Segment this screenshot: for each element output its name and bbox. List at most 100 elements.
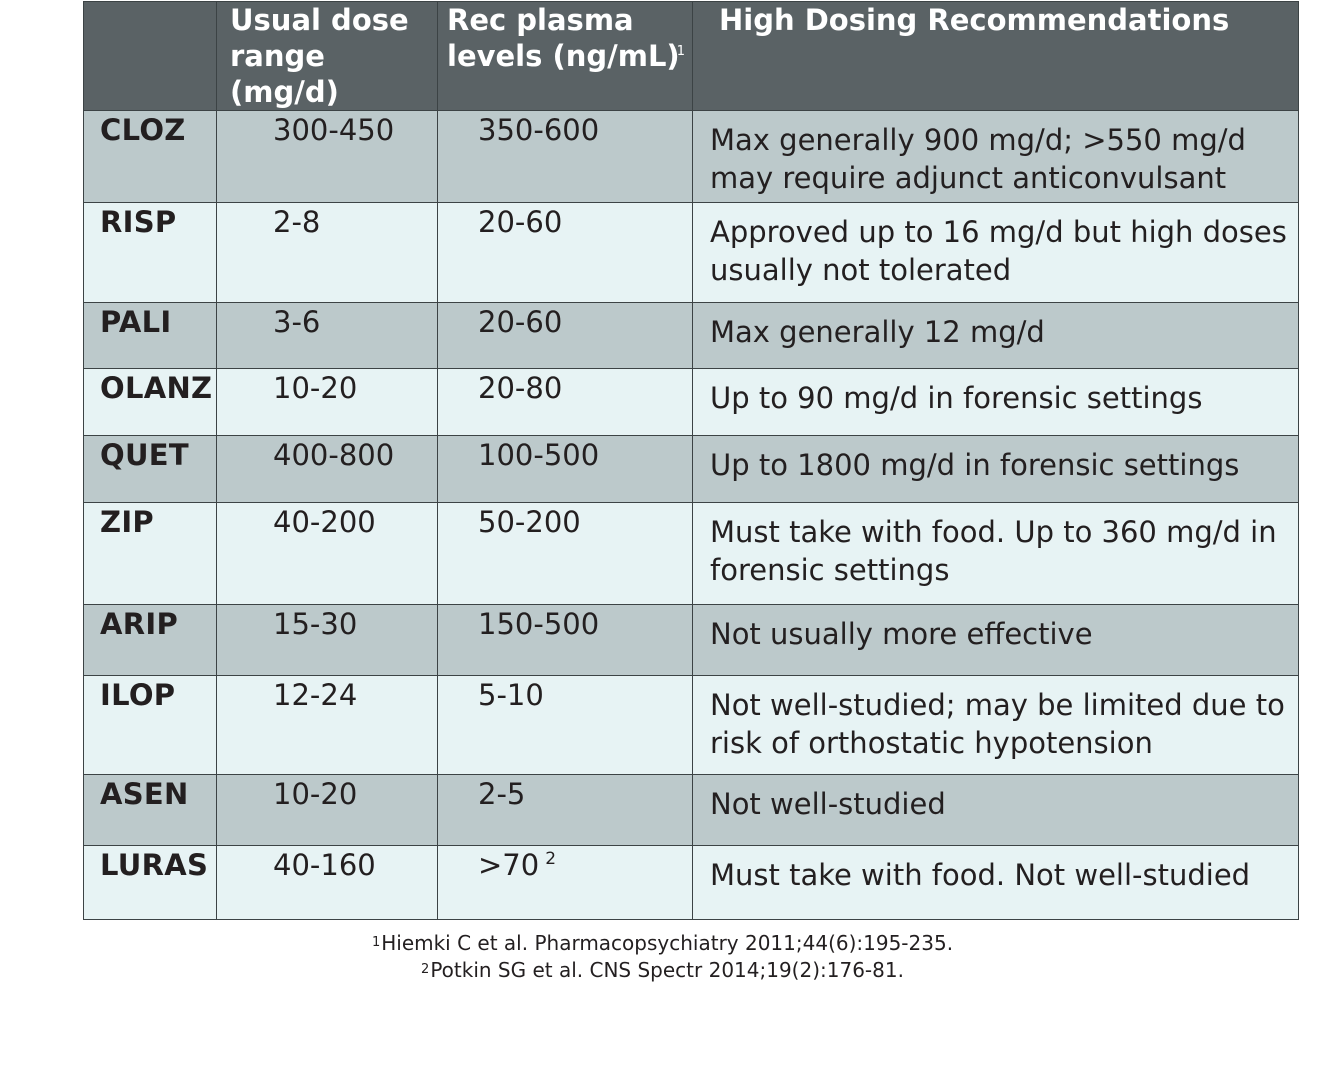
plasma-level-cell: 5-10 [437,675,693,775]
usual-dose-cell: 2-8 [216,202,438,303]
drug-name-cell-text: ARIP [100,607,179,641]
usual-dose-cell-text: 10-20 [273,371,358,405]
plasma-level-cell-text: 20-80 [478,371,563,405]
drug-name-cell-text: OLANZ [100,371,213,405]
drug-name-cell-text: ILOP [100,678,176,712]
table-header-row: Usual dose range (mg/d) Rec plasma level… [83,1,1299,111]
recommendation-cell-text: Not well-studied [710,787,946,821]
drug-name-cell: RISP [83,202,217,303]
plasma-level-cell: 2-5 [437,774,693,846]
table-row: PALI 3-6 20-60 Max generally 12 mg/d [83,302,1299,369]
usual-dose-cell: 300-450 [216,110,438,203]
plasma-level-cell-text: 2-5 [478,777,526,811]
drug-name-cell-text: ASEN [100,777,189,811]
plasma-level-cell-text: 350-600 [478,113,600,147]
plasma-footnote-mark: 2 [545,849,557,869]
recommendation-cell: Approved up to 16 mg/d but high doses us… [692,202,1299,303]
recommendation-cell-text: Approved up to 16 mg/d but high doses us… [710,215,1287,287]
footnotes: 1Hiemki C et al. Pharmacopsychiatry 2011… [0,930,1325,984]
plasma-level-cell-text: 150-500 [478,607,600,641]
table-row: CLOZ 300-450 350-600 Max generally 900 mg/d… [83,110,1299,203]
plasma-level-cell-text: 50-200 [478,505,581,539]
usual-dose-cell-text: 3-6 [273,305,321,339]
recommendation-cell-text: Max generally 12 mg/d [710,315,1045,349]
header-plasma-levels: Rec plasma levels (ng/mL)1 [437,1,693,111]
recommendation-cell-text: Must take with food. Up to 360 mg/d in f… [710,515,1277,587]
footnote-2-mark: 2 [421,962,430,977]
plasma-level-cell: 50-200 [437,502,693,605]
table-row: OLANZ 10-20 20-80 Up to 90 mg/d in forensic… [83,368,1299,436]
drug-name-cell-text: QUET [100,438,189,472]
usual-dose-cell-text: 2-8 [273,205,321,239]
table-row: ASEN 10-20 2-5 Not well-studied [83,774,1299,846]
header-plasma-line2: levels (ng/mL) [447,39,680,73]
footnote-2: 2Potkin SG et al. CNS Spectr 2014;19(2):… [0,957,1325,984]
plasma-level-cell: 20-60 [437,302,693,369]
plasma-level-cell-text: 5-10 [478,678,544,712]
header-plasma-line2-wrap: levels (ng/mL)1 [447,38,692,74]
plasma-level-cell: 150-500 [437,604,693,676]
recommendation-cell: Must take with food. Not well-studied [692,845,1299,920]
plasma-level-cell: >70 2 [437,845,693,920]
table-row: LURAS 40-160 >70 2 Must take with food. Not … [83,845,1299,920]
header-usual-dose-line2: range (mg/d) [230,39,339,109]
drug-name-cell-text: PALI [100,305,172,339]
usual-dose-cell: 40-160 [216,845,438,920]
drug-name-cell: QUET [83,435,217,503]
usual-dose-cell-text: 40-160 [273,848,376,882]
plasma-level-cell: 20-60 [437,202,693,303]
plasma-level-cell-text: 100-500 [478,438,600,472]
drug-name-cell: PALI [83,302,217,369]
footnote-1-text: Hiemki C et al. Pharmacopsychiatry 2011;… [381,931,954,955]
drug-name-cell: ZIP [83,502,217,605]
drug-name-cell-text: CLOZ [100,113,186,147]
plasma-level-cell: 350-600 [437,110,693,203]
usual-dose-cell-text: 400-800 [273,438,395,472]
usual-dose-cell-text: 300-450 [273,113,395,147]
usual-dose-cell: 3-6 [216,302,438,369]
table-body: CLOZ 300-450 350-600 Max generally 900 mg/d… [83,110,1299,920]
header-recommendations: High Dosing Recommendations [692,1,1299,111]
recommendation-cell-text: Must take with food. Not well-studied [710,858,1251,892]
table-row: ARIP 15-30 150-500 Not usually more effecti… [83,604,1299,676]
plasma-level-cell-text: 20-60 [478,205,563,239]
drug-name-cell-text: RISP [100,205,177,239]
recommendation-cell-text: Not usually more effective [710,617,1093,651]
usual-dose-cell-text: 12-24 [273,678,358,712]
usual-dose-cell-text: 15-30 [273,607,358,641]
plasma-level-cell-text: >70 [478,848,540,882]
drug-name-cell: LURAS [83,845,217,920]
recommendation-cell: Not well-studied; may be limited due to … [692,675,1299,775]
drug-name-cell: OLANZ [83,368,217,436]
table-row: RISP 2-8 20-60 Approved up to 16 mg/d but h… [83,202,1299,303]
header-usual-dose: Usual dose range (mg/d) [216,1,438,111]
table-row: ZIP 40-200 50-200 Must take with food. Up t… [83,502,1299,605]
drug-name-cell: ARIP [83,604,217,676]
recommendation-cell-text: Up to 90 mg/d in forensic settings [710,381,1203,415]
antipsychotic-dosing-table: Usual dose range (mg/d) Rec plasma level… [83,1,1299,920]
plasma-level-cell-text: 20-60 [478,305,563,339]
recommendation-cell: Must take with food. Up to 360 mg/d in f… [692,502,1299,605]
usual-dose-cell: 15-30 [216,604,438,676]
usual-dose-cell-text: 10-20 [273,777,358,811]
footnote-1-mark: 1 [371,935,381,950]
header-drug [83,1,217,111]
usual-dose-cell-text: 40-200 [273,505,376,539]
header-plasma-line1: Rec plasma [447,3,634,37]
usual-dose-cell: 40-200 [216,502,438,605]
table-row: ILOP 12-24 5-10 Not well-studied; may be li… [83,675,1299,775]
recommendation-cell: Up to 90 mg/d in forensic settings [692,368,1299,436]
recommendation-cell-text: Max generally 900 mg/d; >550 mg/d may re… [710,123,1246,195]
drug-name-cell: ILOP [83,675,217,775]
footnote-1: 1Hiemki C et al. Pharmacopsychiatry 2011… [0,930,1325,957]
drug-name-cell-text: LURAS [100,848,209,882]
usual-dose-cell: 10-20 [216,774,438,846]
drug-name-cell: CLOZ [83,110,217,203]
recommendation-cell: Up to 1800 mg/d in forensic settings [692,435,1299,503]
header-plasma-footnote-mark: 1 [676,44,685,59]
table-row: QUET 400-800 100-500 Up to 1800 mg/d in for… [83,435,1299,503]
recommendation-cell: Not usually more effective [692,604,1299,676]
drug-name-cell-text: ZIP [100,505,154,539]
recommendation-cell: Max generally 12 mg/d [692,302,1299,369]
plasma-level-cell: 100-500 [437,435,693,503]
